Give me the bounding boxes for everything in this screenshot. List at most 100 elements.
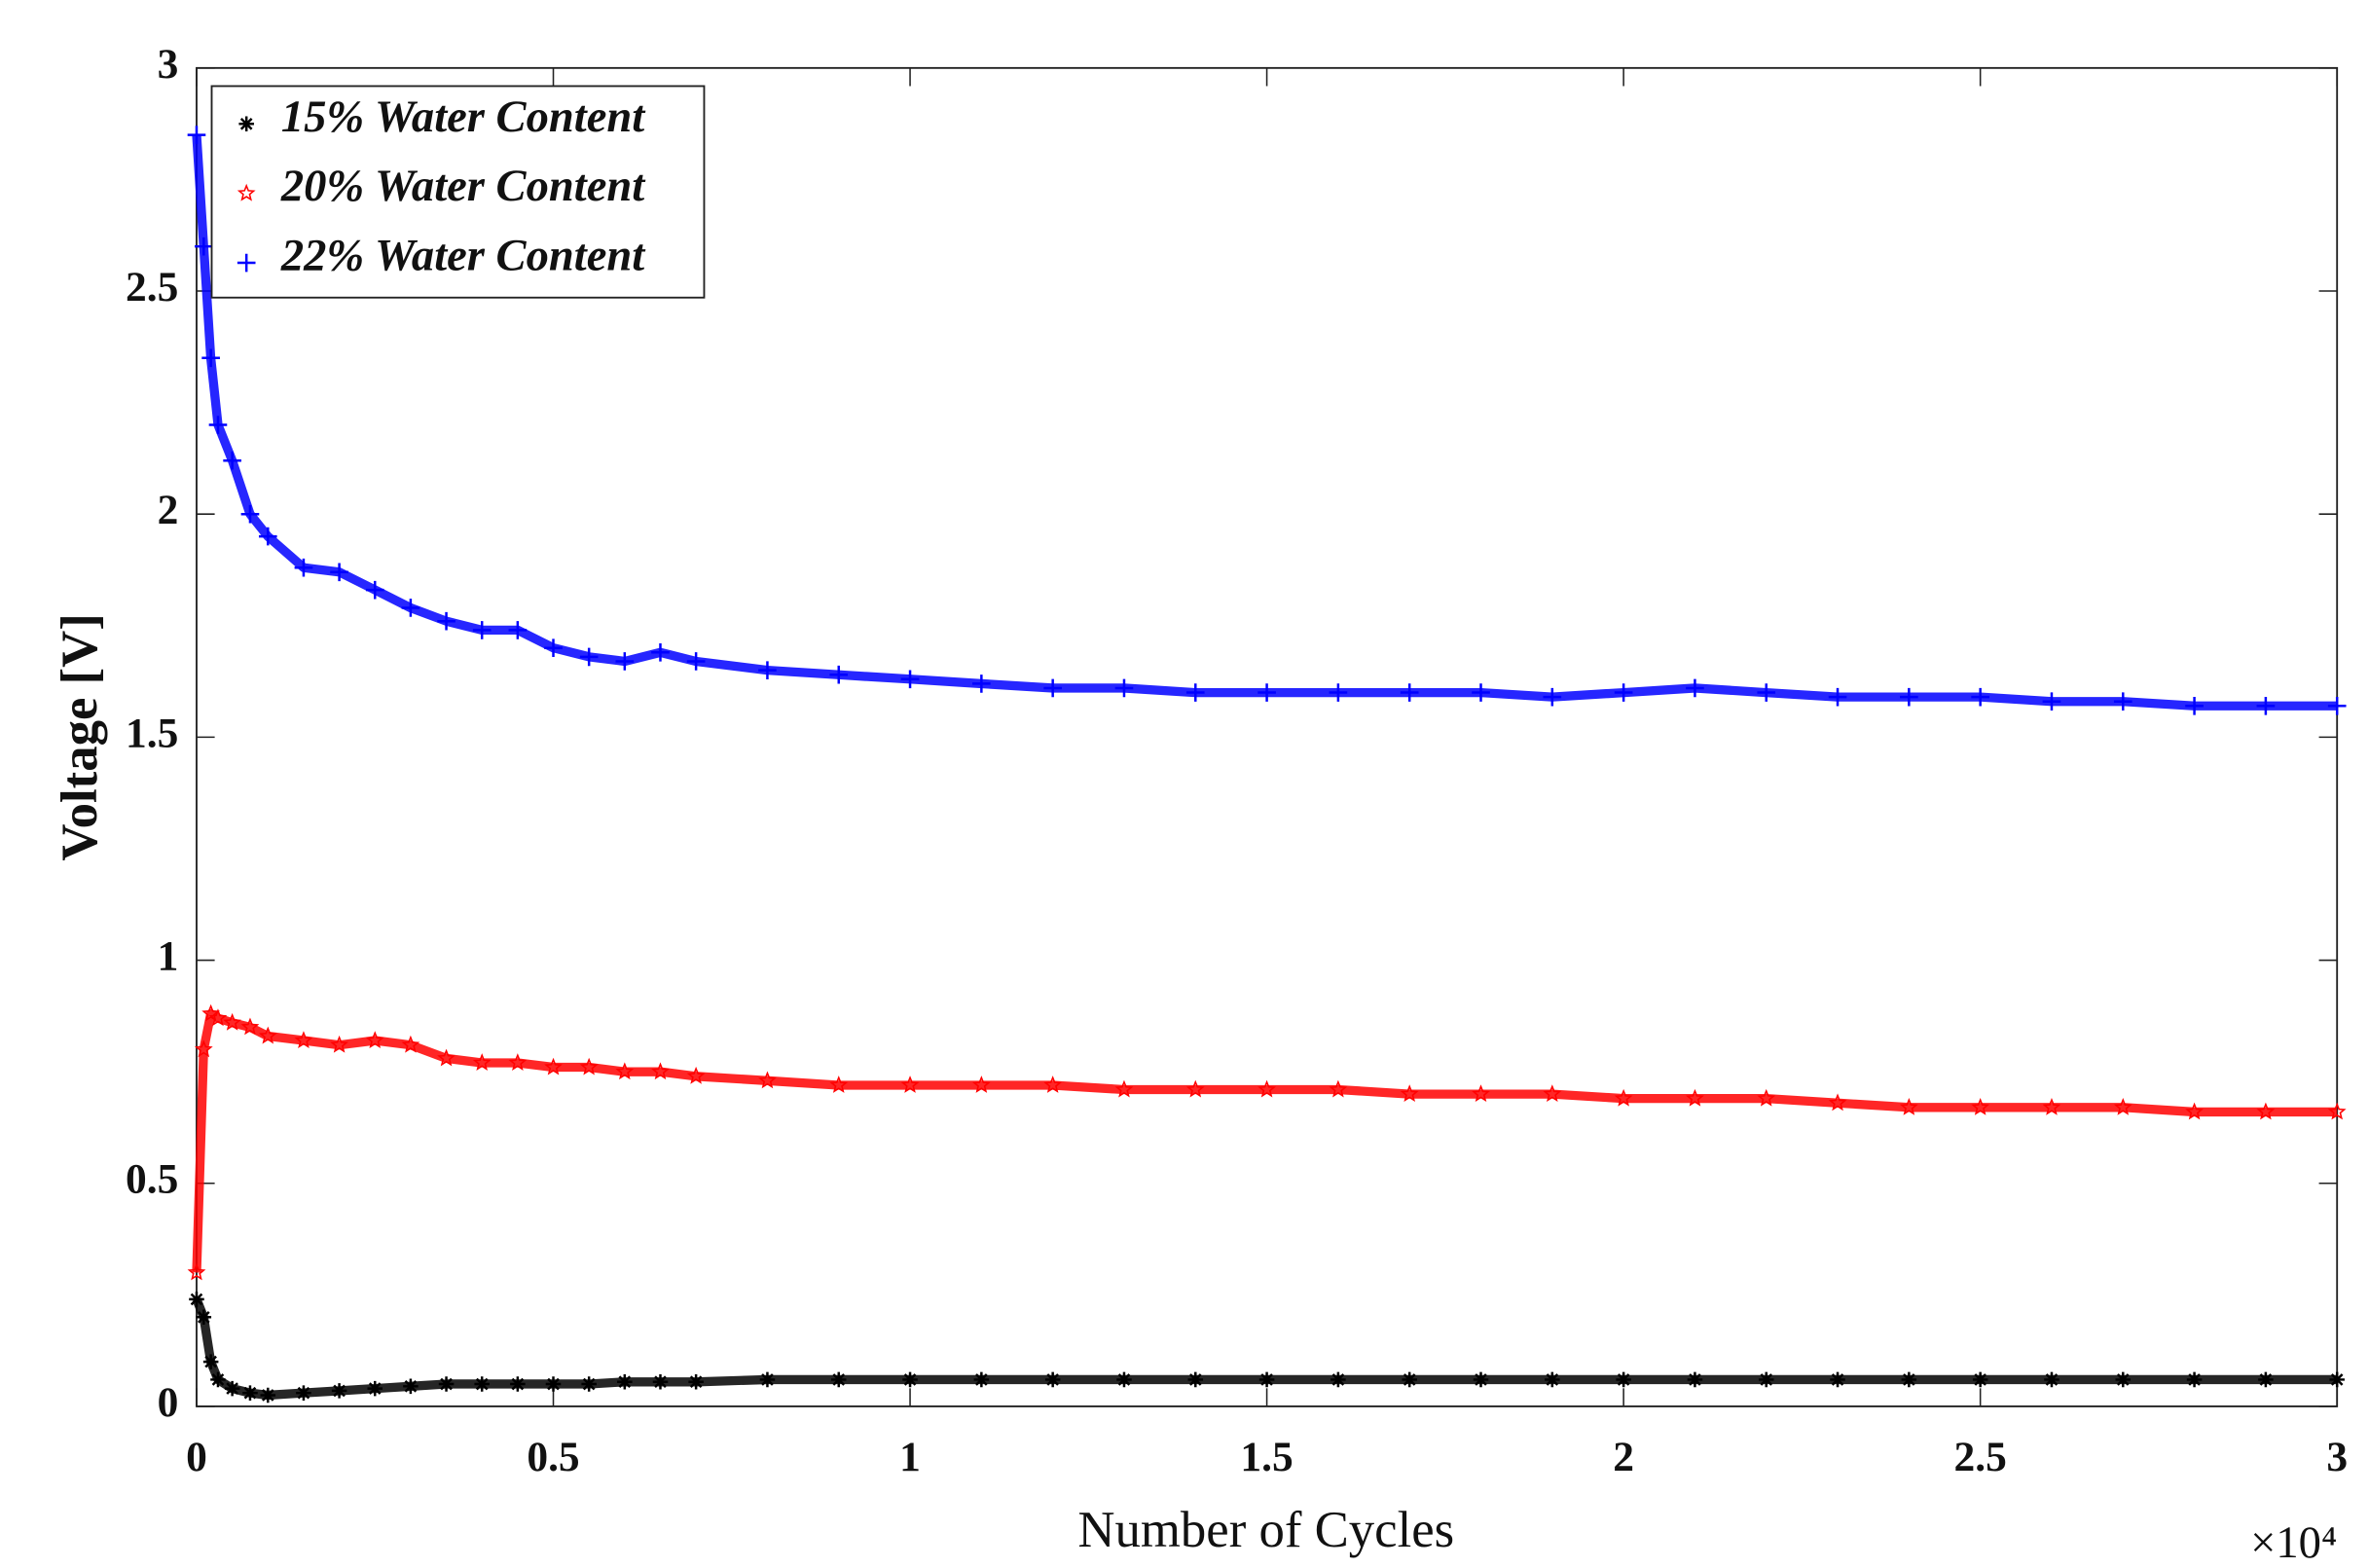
marker-shape: [1971, 1097, 1990, 1115]
marker-shape: [1758, 1371, 1774, 1388]
data-point: [758, 661, 777, 679]
data-point: [2113, 1097, 2132, 1115]
marker-shape: [240, 504, 260, 524]
data-point: [508, 1053, 528, 1071]
data-point: [242, 1385, 258, 1401]
marker-shape: [900, 670, 920, 689]
marker-shape: [1616, 1371, 1631, 1388]
marker-shape: [1043, 678, 1062, 698]
marker-shape: [581, 1376, 597, 1392]
data-point: [437, 611, 456, 631]
marker-shape: [1329, 1079, 1348, 1098]
data-point: [240, 1017, 260, 1036]
data-point: [2258, 1371, 2274, 1388]
marker-shape: [1185, 683, 1205, 702]
data-point: [365, 1031, 384, 1049]
marker-shape: [196, 1309, 212, 1326]
x-tick-label: 2: [1613, 1434, 1634, 1480]
data-point: [1900, 687, 1918, 707]
data-point: [758, 1071, 777, 1089]
marker-shape: [1830, 1371, 1845, 1388]
x-tick-label: 1.5: [1240, 1434, 1293, 1480]
data-point: [900, 670, 920, 689]
data-point: [2044, 1371, 2059, 1388]
marker-shape: [208, 1008, 228, 1027]
marker-shape: [686, 652, 706, 671]
data-point: [189, 1292, 204, 1307]
data-point: [508, 621, 528, 639]
marker-shape: [194, 1039, 213, 1058]
x-tick-label: 3: [2326, 1434, 2348, 1480]
marker-shape: [294, 558, 313, 577]
data-point: [615, 1062, 635, 1080]
x-tick-label: 1: [899, 1434, 921, 1480]
data-point: [1972, 1371, 1988, 1388]
marker-shape: [510, 1376, 526, 1392]
data-point: [900, 1076, 920, 1093]
data-point: [1830, 1371, 1845, 1388]
marker-shape: [1543, 1084, 1562, 1103]
data-point: [902, 1371, 918, 1388]
marker-shape: [1043, 1076, 1063, 1093]
data-point: [1614, 683, 1633, 702]
marker-shape: [1545, 1371, 1560, 1388]
legend-box: [210, 85, 706, 299]
data-point: [617, 1373, 633, 1390]
marker-shape: [1114, 678, 1134, 698]
marker-shape: [1687, 1371, 1703, 1388]
legend-label: 15% Water Content: [281, 92, 646, 142]
data-point: [971, 1076, 991, 1093]
data-point: [1257, 1079, 1276, 1098]
data-point: [403, 1378, 419, 1395]
data-point: [1185, 683, 1205, 702]
data-point: [201, 1003, 220, 1022]
marker-shape: [1329, 683, 1348, 702]
data-point: [1543, 687, 1562, 707]
data-point: [688, 1373, 704, 1390]
data-point: [686, 1066, 706, 1084]
data-point: [2113, 692, 2132, 711]
marker-shape: [472, 621, 492, 639]
marker-shape: [759, 1371, 776, 1388]
data-point: [223, 451, 241, 470]
data-point: [224, 1380, 240, 1397]
data-point: [202, 1354, 219, 1369]
data-point: [1828, 1093, 1847, 1112]
data-point: [545, 1376, 562, 1392]
marker-shape: [294, 1031, 313, 1049]
data-point: [2327, 1102, 2347, 1120]
data-point: [1257, 683, 1276, 702]
data-point: [829, 1076, 849, 1093]
y-tick-label: 0: [158, 1379, 179, 1426]
data-point: [1116, 1371, 1132, 1388]
data-point: [1330, 1371, 1346, 1388]
data-point: [208, 1008, 228, 1027]
marker-shape: [224, 1380, 240, 1397]
marker-shape: [1972, 1371, 1988, 1388]
marker-shape: [902, 1371, 918, 1388]
legend-label: 20% Water Content: [280, 162, 646, 211]
marker-shape: [1686, 678, 1704, 698]
data-point: [652, 1373, 669, 1390]
marker-shape: [472, 1053, 492, 1071]
data-point: [331, 1383, 347, 1399]
data-point: [472, 1053, 492, 1071]
marker-shape: [258, 1026, 277, 1044]
data-point: [830, 1371, 847, 1388]
data-point: [194, 237, 213, 256]
data-point: [438, 1376, 455, 1392]
marker-shape: [615, 1062, 635, 1080]
data-point: [2329, 1371, 2345, 1388]
marker-shape: [2113, 692, 2132, 711]
marker-shape: [2186, 1371, 2203, 1388]
data-point: [1187, 1371, 1204, 1388]
marker-shape: [972, 675, 991, 693]
marker-shape: [1114, 1079, 1134, 1098]
marker-shape: [1757, 683, 1776, 702]
legend-marker: [238, 116, 254, 132]
marker-shape: [579, 647, 599, 667]
data-point: [2042, 1097, 2061, 1115]
data-point: [296, 1385, 311, 1401]
marker-shape: [210, 1371, 226, 1388]
